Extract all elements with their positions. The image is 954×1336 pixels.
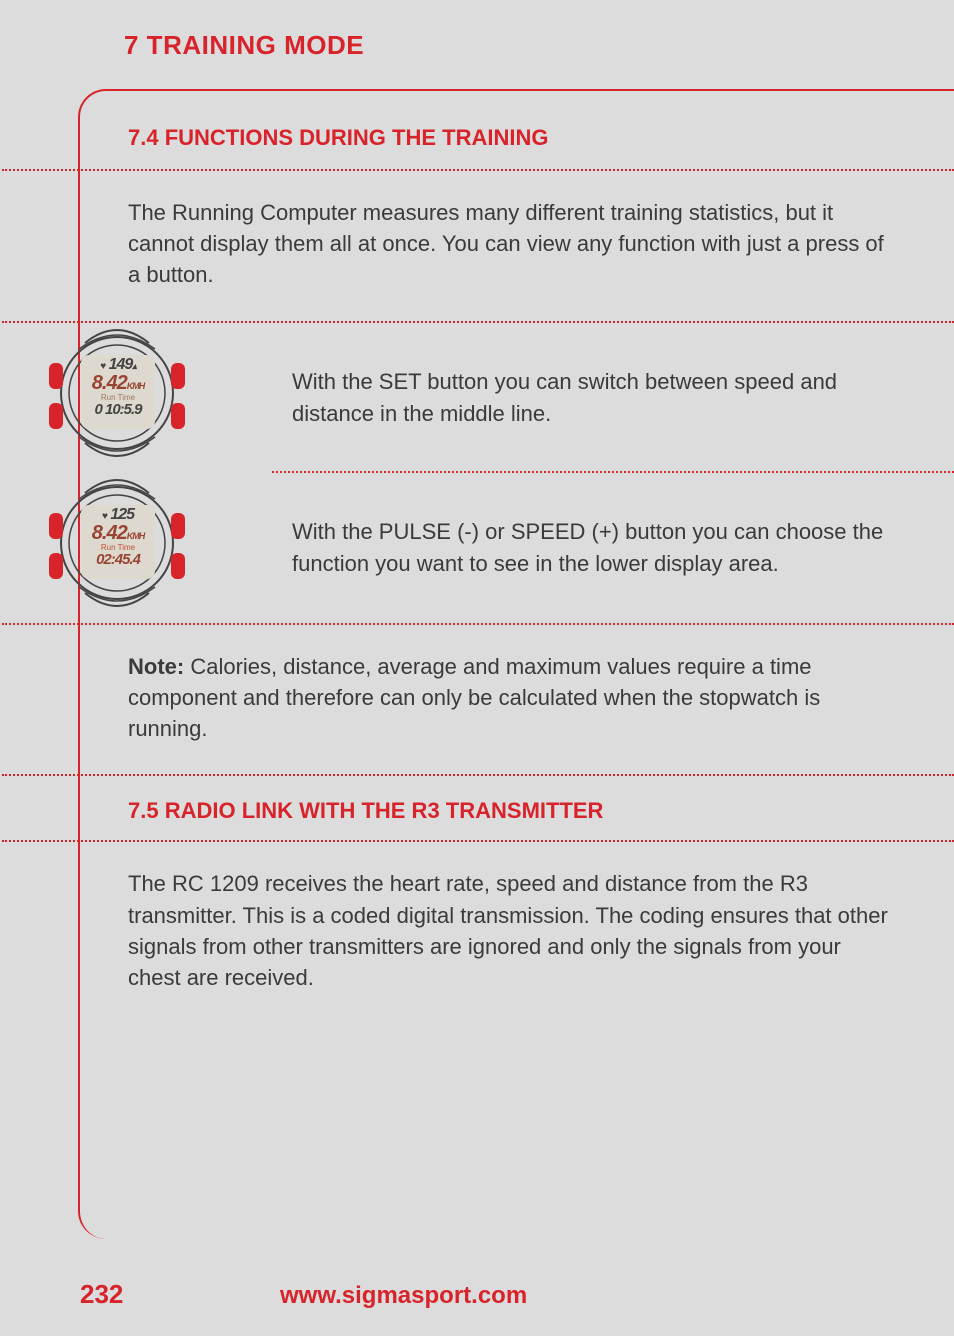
section-7-5-body: The RC 1209 receives the heart rate, spe…	[128, 868, 894, 993]
divider	[2, 623, 954, 625]
watch-screen: ♥ 149▴ 8.42KMH Run Time 0 10:5.9	[81, 355, 155, 429]
content-frame: 7.4 FUNCTIONS DURING THE TRAINING The Ru…	[78, 89, 954, 1239]
watch-button-icon	[171, 513, 185, 539]
page: 7 TRAINING MODE 7.4 FUNCTIONS DURING THE…	[0, 0, 954, 1336]
watch-illustration-1: ♥ 149▴ 8.42KMH Run Time 0 10:5.9	[2, 323, 232, 473]
divider	[272, 471, 954, 473]
watch-time-value: 0 10:5.9	[81, 402, 155, 417]
watch-button-icon	[171, 363, 185, 389]
section-7-4-intro: The Running Computer measures many diffe…	[128, 197, 894, 291]
watch-speed-value: 8.42KMH	[81, 373, 155, 393]
watch-button-icon	[49, 553, 63, 579]
divider	[2, 840, 954, 842]
section-7-4-heading: 7.4 FUNCTIONS DURING THE TRAINING	[128, 125, 954, 151]
watch-button-icon	[49, 363, 63, 389]
section-7-5-heading: 7.5 RADIO LINK WITH THE R3 TRANSMITTER	[128, 798, 954, 824]
footer-url: www.sigmasport.com	[280, 1282, 527, 1310]
note-text: Note: Calories, distance, average and ma…	[128, 651, 894, 745]
note-label: Note:	[128, 654, 184, 679]
watch-button-icon	[171, 403, 185, 429]
function-row-2: ♥ 125 8.42KMH Run Time 02:45.4 With the …	[80, 473, 954, 623]
page-number: 232	[80, 1279, 220, 1310]
function-row-1: ♥ 149▴ 8.42KMH Run Time 0 10:5.9 With th…	[80, 323, 954, 473]
watch-illustration-2: ♥ 125 8.42KMH Run Time 02:45.4	[2, 473, 232, 623]
watch-button-icon	[49, 513, 63, 539]
watch-screen: ♥ 125 8.42KMH Run Time 02:45.4	[81, 505, 155, 579]
watch-speed-value: 8.42KMH	[81, 523, 155, 543]
watch-button-icon	[49, 403, 63, 429]
divider	[2, 774, 954, 776]
watch-button-icon	[171, 553, 185, 579]
watch-time-value: 02:45.4	[81, 552, 155, 567]
page-footer: 232 www.sigmasport.com	[0, 1279, 954, 1310]
chapter-title: 7 TRAINING MODE	[124, 30, 954, 61]
row-2-text: With the PULSE (-) or SPEED (+) button y…	[232, 498, 954, 596]
watch-hr-value: ♥ 125	[81, 507, 155, 523]
watch-hr-value: ♥ 149▴	[81, 357, 155, 373]
divider	[2, 169, 954, 171]
row-1-text: With the SET button you can switch betwe…	[232, 348, 954, 446]
